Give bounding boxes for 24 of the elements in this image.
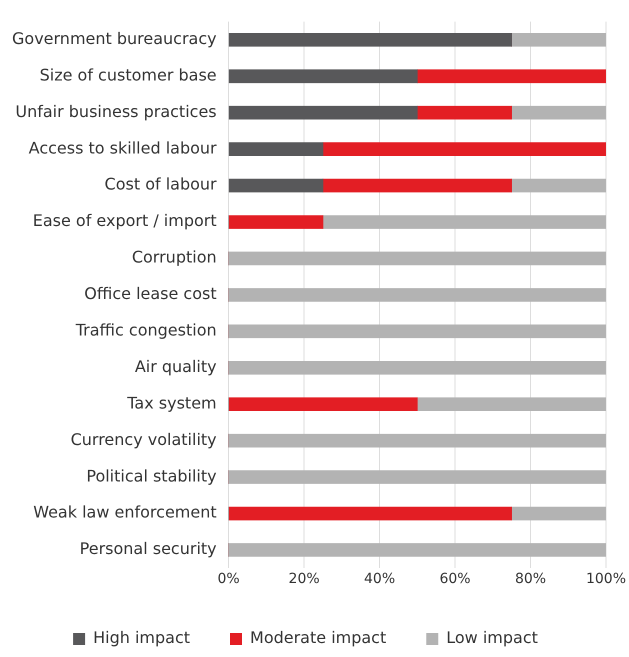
y-tick-label: Air quality: [134, 356, 217, 376]
y-tick-label: Corruption: [132, 248, 217, 267]
y-tick-label: Access to skilled labour: [28, 138, 218, 158]
y-tick-label: Ease of export / import: [32, 211, 217, 230]
x-tick-label: 40%: [364, 571, 396, 588]
y-tick-label: Tax system: [126, 393, 217, 412]
y-tick-label: Size of customer base: [40, 65, 217, 84]
legend-label: Low impact: [446, 628, 538, 648]
y-tick-label: Weak law enforcement: [33, 502, 217, 522]
y-tick-label: Political stability: [86, 466, 217, 486]
y-tick-label: Office lease cost: [84, 284, 217, 304]
legend-label: High impact: [93, 628, 190, 648]
x-tick-label: 100%: [586, 571, 626, 588]
y-tick-label: Traffic congestion: [74, 320, 217, 340]
y-tick-label: Unfair business practices: [15, 102, 217, 121]
y-tick-label: Cost of labour: [104, 174, 218, 194]
x-tick-label: 0%: [218, 571, 240, 588]
legend-label: Moderate impact: [250, 628, 386, 648]
y-tick-label: Currency volatility: [70, 430, 217, 449]
x-tick-label: 60%: [439, 571, 471, 588]
y-tick-label: Personal security: [80, 539, 217, 558]
y-tick-label: Government bureaucracy: [12, 28, 217, 48]
x-tick-label: 80%: [514, 571, 546, 588]
x-tick-label: 20%: [288, 571, 320, 588]
